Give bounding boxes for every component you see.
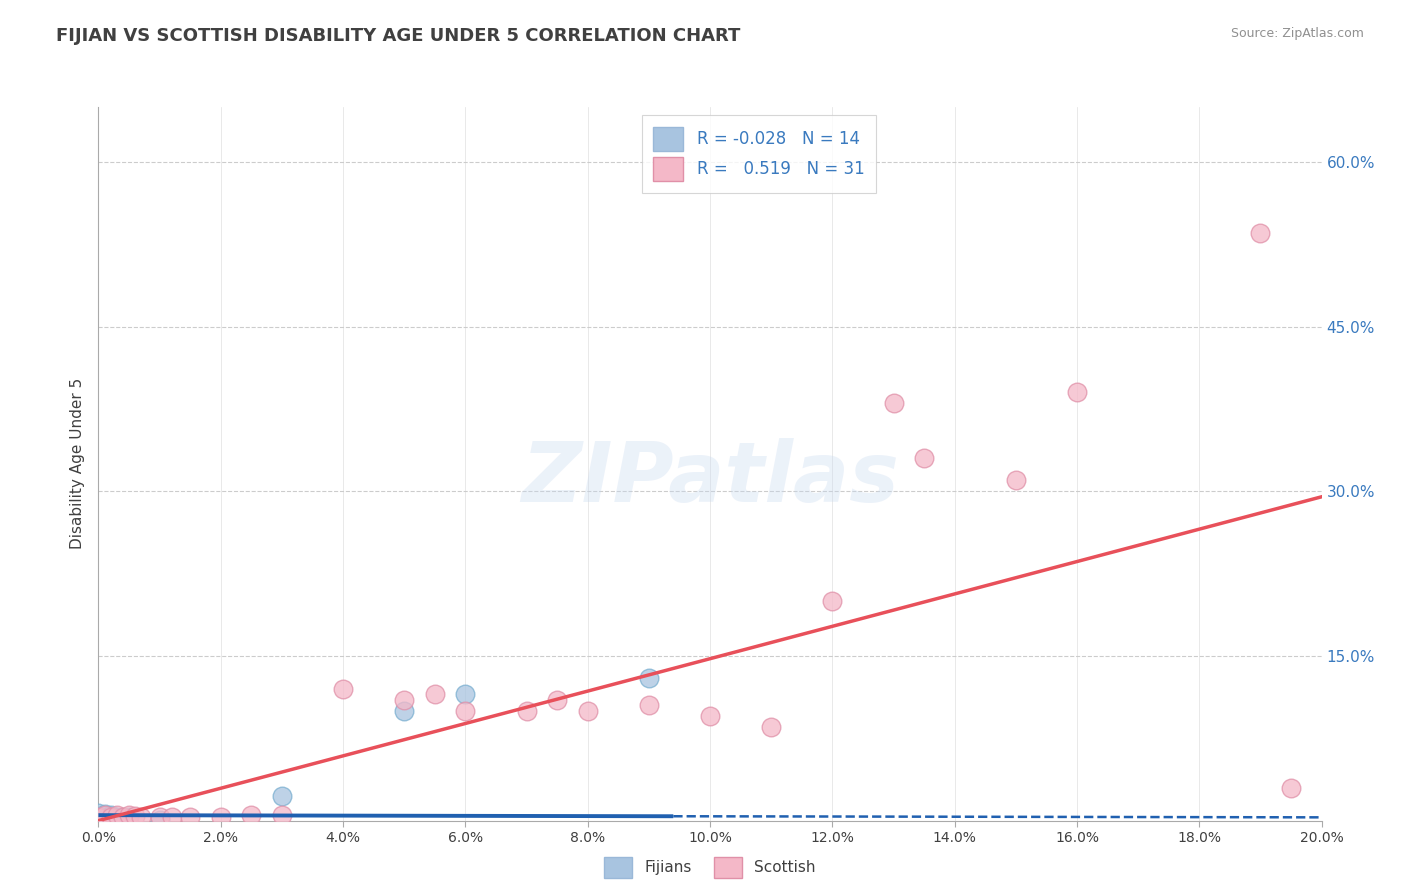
Point bbox=[149, 813, 172, 827]
Point bbox=[546, 693, 568, 707]
Point bbox=[149, 810, 172, 824]
Point bbox=[1249, 227, 1271, 241]
Point bbox=[87, 805, 110, 820]
Point bbox=[129, 810, 152, 824]
Point bbox=[516, 704, 538, 718]
Point bbox=[912, 451, 935, 466]
Legend: Fijians, Scottish: Fijians, Scottish bbox=[599, 850, 821, 884]
Point bbox=[392, 704, 416, 718]
Point bbox=[105, 808, 128, 822]
Point bbox=[124, 809, 146, 823]
Text: ZIPatlas: ZIPatlas bbox=[522, 438, 898, 518]
Point bbox=[637, 698, 661, 713]
Point bbox=[454, 687, 477, 701]
Point bbox=[423, 687, 446, 701]
Y-axis label: Disability Age Under 5: Disability Age Under 5 bbox=[69, 378, 84, 549]
Point bbox=[87, 810, 110, 824]
Point bbox=[759, 720, 782, 734]
Point bbox=[111, 812, 134, 826]
Point bbox=[637, 671, 661, 685]
Point bbox=[883, 396, 905, 410]
Point bbox=[576, 704, 599, 718]
Point bbox=[100, 810, 122, 824]
Point bbox=[111, 810, 134, 824]
Point bbox=[270, 789, 292, 804]
Point bbox=[392, 693, 416, 707]
Point bbox=[118, 810, 141, 824]
Point bbox=[240, 808, 263, 822]
Point bbox=[332, 681, 354, 696]
Point bbox=[699, 709, 721, 723]
Text: Source: ZipAtlas.com: Source: ZipAtlas.com bbox=[1230, 27, 1364, 40]
Point bbox=[87, 810, 110, 824]
Point bbox=[1279, 780, 1302, 795]
Point bbox=[1004, 473, 1026, 487]
Point bbox=[93, 807, 115, 822]
Point bbox=[100, 808, 122, 822]
Point bbox=[93, 808, 115, 822]
Point bbox=[1066, 385, 1088, 400]
Point bbox=[454, 704, 477, 718]
Point bbox=[270, 808, 292, 822]
Point bbox=[100, 812, 122, 826]
Point bbox=[209, 810, 232, 824]
Point bbox=[118, 808, 141, 822]
Point bbox=[821, 594, 844, 608]
Point bbox=[105, 810, 128, 824]
Point bbox=[160, 810, 183, 824]
Text: FIJIAN VS SCOTTISH DISABILITY AGE UNDER 5 CORRELATION CHART: FIJIAN VS SCOTTISH DISABILITY AGE UNDER … bbox=[56, 27, 741, 45]
Point bbox=[179, 810, 201, 824]
Point bbox=[93, 810, 115, 824]
